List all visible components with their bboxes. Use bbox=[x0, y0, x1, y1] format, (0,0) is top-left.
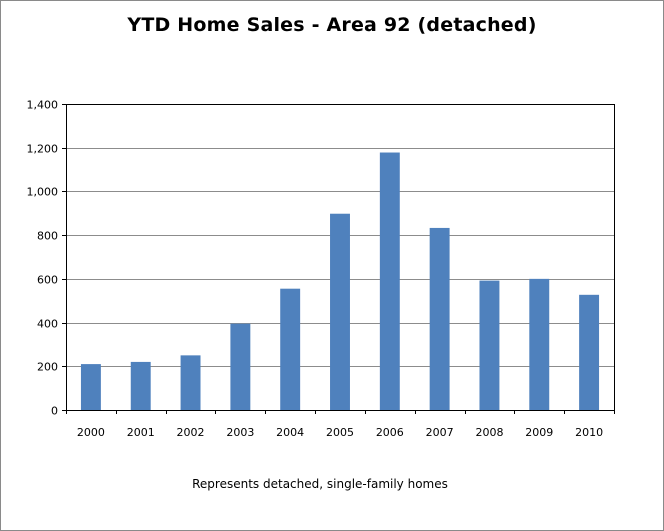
bar-2005 bbox=[330, 213, 350, 410]
bar-2003 bbox=[230, 323, 251, 410]
x-tick-label: 2010 bbox=[575, 426, 603, 439]
bar-2001 bbox=[130, 361, 151, 410]
x-tick-label: 2006 bbox=[376, 426, 404, 439]
bar-2000 bbox=[80, 364, 101, 410]
bar-2007 bbox=[429, 227, 450, 410]
x-axis-tick-labels: 2000 2001 2002 2003 2004 2005 2006 2007 2008 2009… bbox=[66, 410, 615, 439]
bar-2008 bbox=[479, 280, 500, 410]
bar-2006 bbox=[379, 152, 400, 410]
bar-2004 bbox=[280, 288, 301, 410]
x-tick-label: 2000 bbox=[77, 426, 105, 439]
plot-area-border bbox=[66, 104, 615, 411]
y-axis-tick-labels: 0 200 400 600 800 1,000 1,200 1,400 bbox=[27, 99, 66, 418]
x-tick-label: 2007 bbox=[426, 426, 454, 439]
y-tick-label: 1,000 bbox=[27, 186, 59, 199]
y-tick-label: 400 bbox=[37, 318, 58, 331]
y-tick-label: 600 bbox=[37, 274, 58, 287]
y-tick-label: 0 bbox=[51, 405, 58, 418]
bar-2009 bbox=[529, 278, 550, 410]
x-tick-label: 2001 bbox=[127, 426, 155, 439]
bar-2010 bbox=[579, 294, 600, 410]
chart-title: YTD Home Sales - Area 92 (detached) bbox=[127, 14, 537, 36]
x-tick-label: 2004 bbox=[276, 426, 304, 439]
bar-2002 bbox=[180, 355, 201, 410]
x-tick-label: 2008 bbox=[475, 426, 503, 439]
x-tick-label: 2005 bbox=[326, 426, 354, 439]
x-tick-label: 2009 bbox=[525, 426, 553, 439]
chart-footnote: Represents detached, single-family homes bbox=[192, 477, 448, 491]
y-tick-label: 800 bbox=[37, 230, 58, 243]
y-tick-label: 200 bbox=[37, 361, 58, 374]
bars bbox=[80, 152, 600, 410]
x-tick-label: 2002 bbox=[177, 426, 205, 439]
y-tick-label: 1,400 bbox=[27, 99, 59, 112]
y-tick-label: 1,200 bbox=[27, 143, 59, 156]
x-tick-label: 2003 bbox=[226, 426, 254, 439]
